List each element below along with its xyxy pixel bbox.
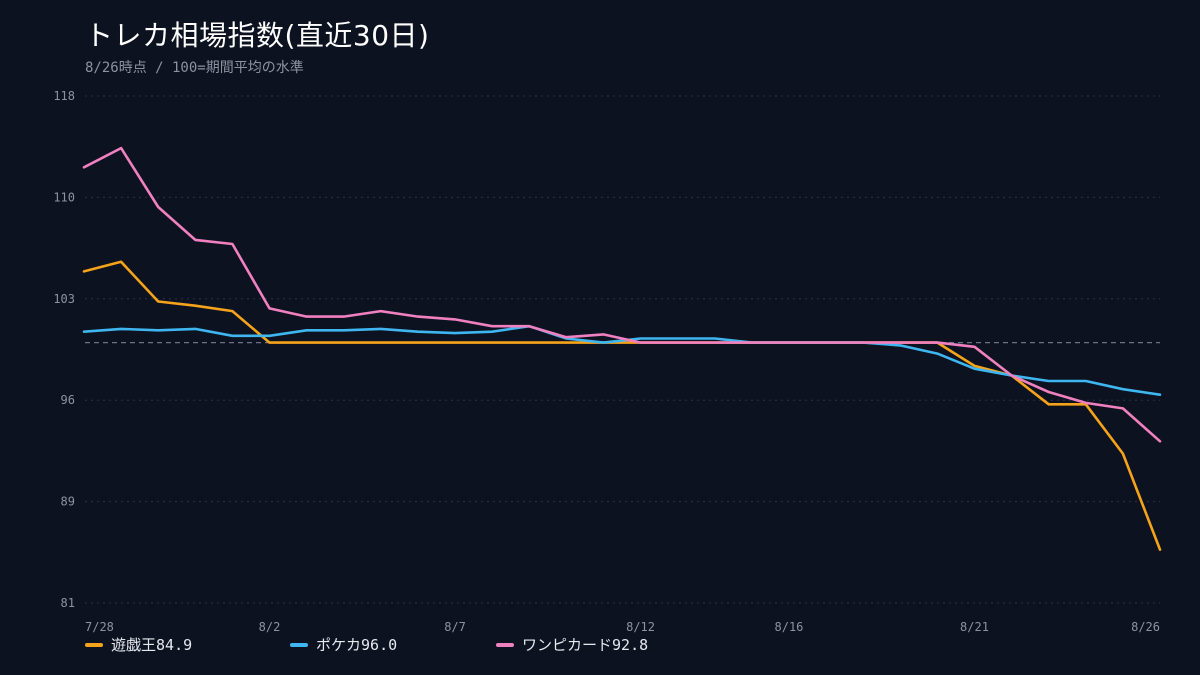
x-tick-label: 8/21 bbox=[960, 620, 989, 634]
legend-series-name: 遊戯王 bbox=[111, 636, 157, 654]
legend: 遊戯王 84.9 ポケカ 96.0 ワンピカード 92.8 bbox=[85, 634, 696, 655]
x-tick-label: 8/7 bbox=[444, 620, 466, 634]
x-tick-label: 8/12 bbox=[626, 620, 655, 634]
chart-subtitle: 8/26時点 / 100=期間平均の水準 bbox=[85, 60, 304, 76]
x-tick-label: 7/28 bbox=[85, 620, 114, 634]
grid-layer bbox=[85, 95, 1160, 604]
y-tick-label: 81 bbox=[61, 596, 75, 610]
y-axis: 118 110 103 96 89 81 bbox=[53, 89, 75, 610]
legend-item: ポケカ 96.0 bbox=[290, 634, 496, 655]
legend-latest-value: 96.0 bbox=[361, 635, 398, 654]
x-tick-label: 8/16 bbox=[775, 620, 804, 634]
series-line bbox=[82, 260, 1162, 551]
series-line bbox=[82, 146, 1162, 443]
y-tick-label: 118 bbox=[53, 89, 75, 103]
x-tick-label: 8/2 bbox=[259, 620, 281, 634]
legend-item: 遊戯王 84.9 bbox=[85, 634, 290, 655]
y-tick-label: 110 bbox=[53, 190, 75, 204]
legend-latest-value: 84.9 bbox=[156, 635, 193, 654]
legend-item: ワンピカード 92.8 bbox=[496, 634, 696, 655]
legend-latest-value: 92.8 bbox=[612, 635, 649, 654]
x-axis: 7/28 8/2 8/7 8/12 8/16 8/21 8/26 bbox=[85, 620, 1160, 634]
y-tick-label: 103 bbox=[53, 292, 75, 306]
series-line bbox=[82, 324, 1162, 397]
legend-swatch bbox=[496, 642, 514, 647]
series-layer bbox=[82, 146, 1162, 551]
legend-series-name: ワンピカード bbox=[522, 636, 613, 654]
legend-series-name: ポケカ bbox=[316, 636, 362, 654]
legend-swatch bbox=[290, 642, 308, 647]
x-tick-label: 8/26 bbox=[1131, 620, 1160, 634]
legend-swatch bbox=[85, 642, 103, 647]
y-tick-label: 89 bbox=[61, 495, 75, 509]
chart-title: トレカ相場指数(直近30日) bbox=[85, 19, 430, 52]
y-tick-label: 96 bbox=[61, 393, 75, 407]
